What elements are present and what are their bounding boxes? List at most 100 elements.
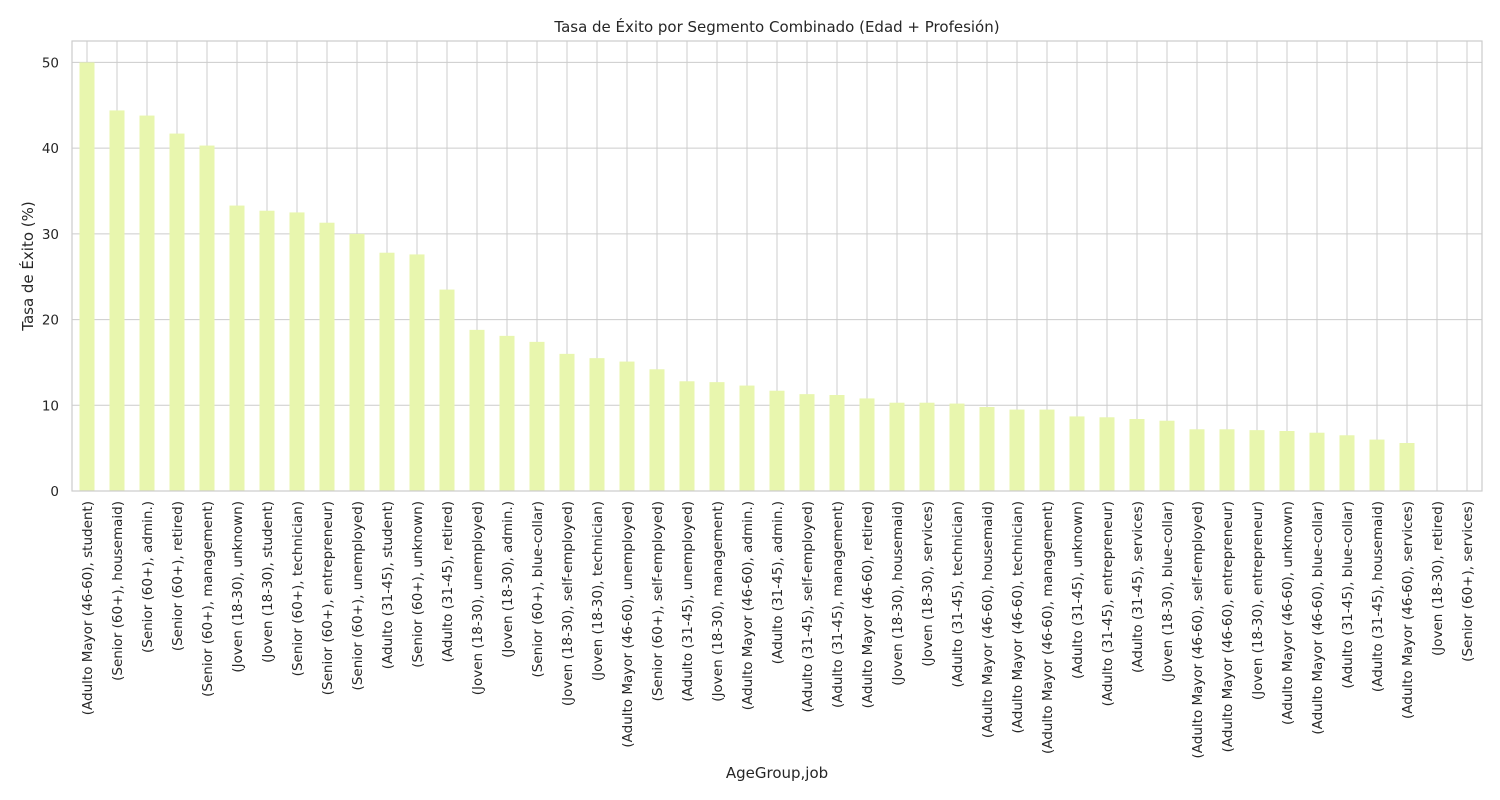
x-tick-label: (Adulto Mayor (46-60), entrepreneur): [1220, 501, 1236, 752]
x-tick-label: (Adulto Mayor (46-60), unemployed): [620, 501, 636, 748]
x-tick-label: (Senior (60+), self-employed): [650, 501, 666, 701]
x-tick-label: (Adulto (31-45), housemaid): [1370, 501, 1386, 692]
bar: [409, 254, 425, 491]
bar: [1189, 429, 1205, 491]
bar: [259, 210, 275, 491]
x-tick-label: (Senior (60+), unknown): [410, 501, 426, 668]
x-tick-label: (Adulto Mayor (46-60), retired): [860, 501, 876, 708]
chart-title: Tasa de Éxito por Segmento Combinado (Ed…: [553, 17, 999, 36]
bar: [469, 329, 485, 491]
bar: [1309, 432, 1325, 491]
bar: [109, 110, 125, 491]
x-tick-label: (Adulto Mayor (46-60), technician): [1010, 501, 1026, 734]
x-tick-label: (Adulto (31-45), retired): [440, 501, 456, 662]
bar: [559, 353, 575, 491]
x-tick-label: (Senior (60+), admin.): [140, 501, 156, 653]
x-tick-label: (Joven (18-30), admin.): [500, 501, 516, 658]
bar: [1099, 417, 1115, 491]
bar: [1069, 416, 1085, 491]
bar: [979, 407, 995, 491]
y-tick-label: 50: [42, 55, 59, 71]
y-axis-label: Tasa de Éxito (%): [18, 201, 37, 331]
bar: [1129, 419, 1145, 491]
x-tick-label: (Senior (60+), retired): [170, 501, 186, 651]
x-tick-label: (Joven (18-30), blue-collar): [1160, 501, 1176, 682]
x-tick-label: (Adulto Mayor (46-60), management): [1040, 501, 1056, 754]
plot-frame: [71, 40, 1483, 492]
x-tick-label: (Joven (18-30), student): [260, 501, 276, 663]
y-tick-label: 30: [42, 227, 59, 243]
bar: [229, 205, 245, 492]
bar: [859, 398, 875, 491]
x-tick-label: (Adulto Mayor (46-60), services): [1400, 501, 1416, 719]
x-tick-label: (Senior (60+), blue-collar): [530, 501, 546, 677]
x-tick-label: (Adulto (31-45), student): [380, 501, 396, 669]
x-tick-label: (Joven (18-30), unemployed): [470, 501, 486, 695]
x-tick-label: (Joven (18-30), housemaid): [890, 501, 906, 686]
bars: [79, 62, 1415, 492]
y-tick-labels: 0 10 20 30 40 50: [42, 55, 59, 500]
x-tick-label: (Adulto Mayor (46-60), unknown): [1280, 501, 1296, 725]
bar: [1009, 409, 1025, 491]
x-tick-label: (Joven (18-30), services): [920, 501, 936, 667]
bar: [889, 402, 905, 491]
y-tick-label: 10: [42, 398, 59, 414]
bar: [1249, 430, 1265, 491]
x-tick-label: (Senior (60+), housemaid): [110, 501, 126, 681]
x-tick-label: (Adulto (31-45), services): [1130, 501, 1146, 673]
bar: [1159, 420, 1175, 491]
bar: [1279, 431, 1295, 491]
x-tick-label: (Joven (18-30), technician): [590, 501, 606, 681]
bar: [139, 115, 155, 492]
bar: [1039, 409, 1055, 491]
y-tick-label: 0: [50, 484, 59, 500]
x-tick-label: (Senior (60+), unemployed): [350, 501, 366, 690]
x-tick-labels: (Adulto Mayor (46-60), student) (Senior (…: [80, 501, 1476, 758]
bar: [1369, 439, 1385, 491]
y-tick-label: 20: [42, 313, 59, 329]
bar: [739, 385, 755, 491]
bar: [1339, 435, 1355, 491]
bar: [619, 361, 635, 491]
x-tick-label: (Joven (18-30), management): [710, 501, 726, 702]
bar: [319, 222, 335, 491]
x-tick-label: (Senior (60+), management): [200, 501, 216, 697]
bar: [949, 403, 965, 491]
x-axis-label: AgeGroup,job: [726, 764, 828, 782]
x-tick-label: (Senior (60+), entrepreneur): [320, 501, 336, 695]
x-tick-label: (Joven (18-30), unknown): [230, 501, 246, 673]
bar: [1219, 429, 1235, 491]
x-tick-label: (Adulto (31-45), unemployed): [680, 501, 696, 702]
bar: [919, 402, 935, 491]
bar: [169, 133, 185, 492]
bar: [769, 390, 785, 491]
bar: [799, 394, 815, 491]
bar: [709, 382, 725, 491]
bar: [499, 335, 515, 491]
x-tick-label: (Adulto (31-45), admin.): [770, 501, 786, 664]
bar: [1399, 443, 1415, 491]
x-tick-label: (Adulto (31-45), management): [830, 501, 846, 708]
y-tick-label: 40: [42, 141, 59, 157]
x-tick-label: (Adulto (31-45), technician): [950, 501, 966, 687]
bar: [349, 233, 365, 491]
x-tick-label: (Senior (60+), services): [1460, 501, 1476, 662]
x-tick-label: (Adulto (31-45), blue-collar): [1340, 501, 1356, 689]
bar: [829, 395, 845, 491]
bar: [679, 381, 695, 491]
x-tick-label: (Adulto Mayor (46-60), housemaid): [980, 501, 996, 738]
x-tick-label: (Adulto (31-45), self-employed): [800, 501, 816, 712]
bar: [529, 341, 545, 491]
x-tick-label: (Joven (18-30), retired): [1430, 501, 1446, 656]
x-tick-label: (Adulto (31-45), unknown): [1070, 501, 1086, 679]
x-tick-label: (Adulto Mayor (46-60), admin.): [740, 501, 756, 710]
x-tick-label: (Joven (18-30), self-employed): [560, 501, 576, 706]
bar: [289, 212, 305, 491]
bar: [379, 252, 395, 491]
x-tick-label: (Joven (18-30), entrepreneur): [1250, 501, 1266, 700]
bar: [649, 369, 665, 491]
x-tick-label: (Adulto (31-45), entrepreneur): [1100, 501, 1116, 706]
x-tick-label: (Senior (60+), technician): [290, 501, 306, 676]
x-tick-label: (Adulto Mayor (46-60), self-employed): [1190, 501, 1206, 758]
